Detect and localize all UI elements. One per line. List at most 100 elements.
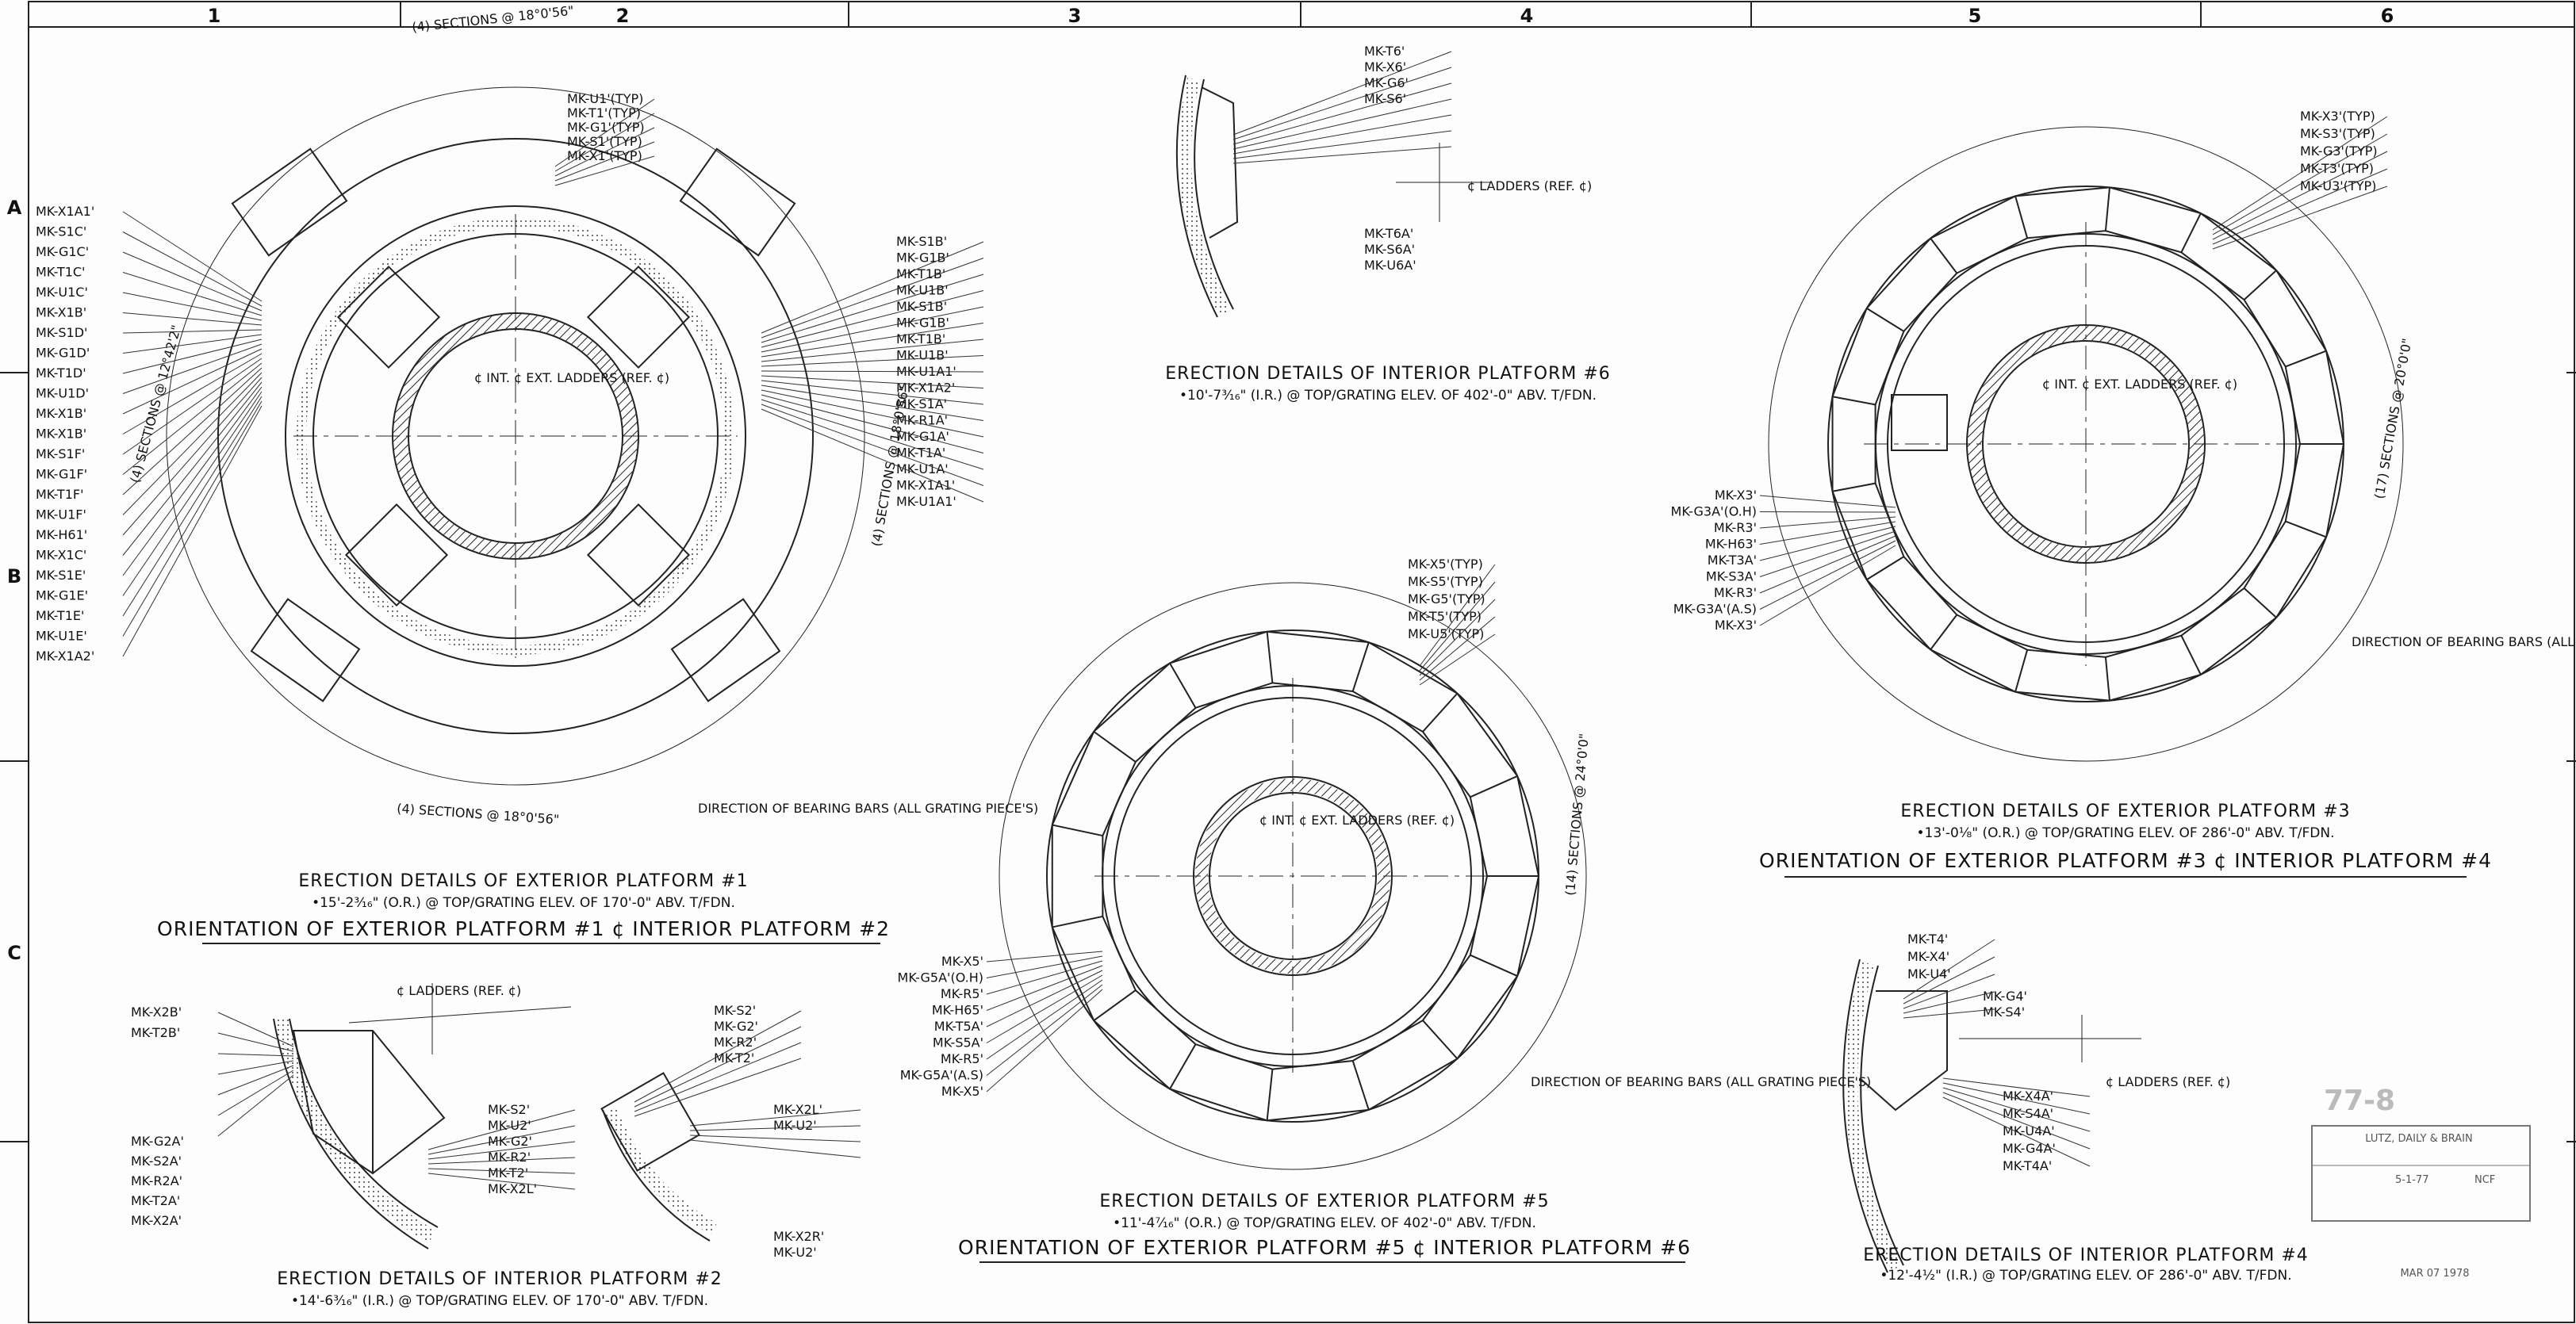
mark-label: MK-U1E' (36, 629, 87, 644)
panel2-marks-mid: MK-S2'MK-U2'MK-G2'MK-R2'MK-T2'MK-X2L' (427, 1102, 576, 1196)
grating-segment-divider (2180, 635, 2202, 675)
leader-line (761, 339, 984, 362)
leader-line (2212, 168, 2388, 245)
mark-label: MK-T2A' (131, 1193, 180, 1208)
leader-line (427, 1141, 576, 1160)
mark-label: MK-T1B' (896, 331, 945, 346)
mark-label: MK-S1B' (896, 234, 947, 249)
grating-outline (1874, 230, 2302, 658)
leader-line (122, 329, 263, 334)
leader-line (217, 1012, 294, 1047)
mark-label: MK-X1A1' (36, 204, 94, 219)
approval-stamp: 77-8 LUTZ, DAILY & BRAIN 5-1-77 NCF MAR … (2311, 1085, 2531, 1280)
panel3-title: ERECTION DETAILS OF EXTERIOR PLATFORM #3 (1900, 802, 2350, 821)
mark-label: MK-R3' (1714, 585, 1757, 600)
leader-line (217, 1032, 294, 1052)
mark-label: MK-U1B' (896, 283, 949, 298)
row-c: C (7, 942, 21, 964)
mark-label: MK-S3'(TYP) (2300, 126, 2375, 141)
mark-label: MK-X3' (1715, 488, 1757, 503)
leader-line (1903, 939, 1995, 1000)
mark-label: MK-U6A' (1364, 258, 1416, 273)
leader-line (761, 380, 984, 405)
panel4-marks-bottom: MK-X4A' MK-S4A' MK-U4A' MK-G4A' MK-T4A' (1942, 1077, 2091, 1173)
leader-line (1419, 581, 1496, 672)
col-4: 4 (1520, 5, 1534, 27)
leader-line (122, 334, 263, 354)
panel3-marks-left: MK-X3'MK-G3A'(O.H)MK-R3'MK-H63'MK-T3A'MK… (1671, 488, 1896, 633)
grating-segment-divider (2243, 270, 2277, 300)
leader-line (1759, 521, 1896, 545)
panel1-subtitle: •15'-2³⁄₁₆" (O.R.) @ TOP/GRATING ELEV. O… (312, 895, 735, 911)
panel5-title: ERECTION DETAILS OF EXTERIOR PLATFORM #5 (1099, 1192, 1549, 1211)
mark-label: MK-T2B' (131, 1025, 180, 1040)
mark-label: MK-X4' (1907, 949, 1949, 964)
mark-label: MK-T5A' (934, 1019, 983, 1034)
mark-label: MK-U1C' (36, 285, 88, 300)
panel4-annotations: MK-T4'MK-X4'MK-U4'MK-G4'MK-S4' MK-X4A'MK… (1863, 932, 2308, 1284)
leader-line (1759, 511, 1896, 513)
grating-segment-divider (1470, 775, 1518, 798)
mark-label: MK-T5'(TYP) (1408, 609, 1482, 624)
stamp-date: 5-1-77 (2395, 1174, 2428, 1186)
leader-line (761, 323, 984, 358)
mark-label: MK-X2L' (488, 1181, 537, 1196)
mark-label: MK-U2' (773, 1245, 817, 1260)
leader-line (1232, 146, 1452, 164)
col-3: 3 (1068, 5, 1082, 27)
mark-label: MK-T1E' (36, 608, 84, 623)
mark-label: MK-U1A' (896, 461, 949, 476)
panel1-center-label: ¢ INT. ¢ EXT. LADDERS (REF. ¢) (474, 370, 669, 385)
exterior-platform-1-drawing (166, 86, 865, 786)
mark-label: MK-X3'(TYP) (2300, 109, 2375, 124)
leader-line (1903, 956, 1995, 1004)
leader-line (122, 362, 263, 475)
exterior-platform-3-drawing (1768, 126, 2404, 762)
mark-label: MK-H65' (932, 1003, 983, 1018)
leader-line (1419, 616, 1496, 681)
mark-label: MK-G5'(TYP) (1408, 591, 1485, 607)
leader-line (761, 290, 984, 348)
panel1-marks-top: MK-U1'(TYP)MK-T1'(TYP)MK-G1'(TYP)MK-S1'(… (554, 91, 655, 186)
stamp-number: 77-8 (2324, 1085, 2395, 1117)
leader-line (761, 258, 984, 339)
leader-line (217, 1065, 294, 1096)
leader-line (986, 974, 1103, 1043)
leader-line (1942, 1077, 2091, 1097)
panel6-ladder-note: ¢ LADDERS (REF. ¢) (1467, 178, 1592, 193)
mark-label: MK-G1B' (896, 316, 949, 331)
grating-segment-divider (1866, 308, 1904, 332)
panel6-marks: MK-T6'MK-X6'MK-G6'MK-S6' MK-T6A'MK-S6A'MK… (1232, 44, 1452, 273)
leader-line (1759, 535, 1896, 594)
mark-label: MK-T6' (1364, 44, 1405, 59)
mark-label: MK-S5A' (933, 1035, 983, 1050)
grating-segment-divider (2180, 212, 2202, 253)
exterior-platform-5-drawing (999, 582, 1587, 1170)
leader-line (761, 370, 984, 373)
leader-line (1942, 1092, 2091, 1150)
leader-line (217, 1060, 294, 1075)
mark-label: MK-X5' (941, 1084, 983, 1099)
leader-line (122, 381, 263, 556)
mark-label: MK-R5' (941, 986, 983, 1001)
mark-label: MK-T4' (1907, 932, 1948, 947)
mark-label: MK-U1'(TYP) (567, 91, 643, 106)
panel6-annotations: MK-T6'MK-X6'MK-G6'MK-S6' MK-T6A'MK-S6A'MK… (1165, 44, 1610, 404)
panel5-center-label: ¢ INT. ¢ EXT. LADDERS (REF. ¢) (1259, 813, 1455, 828)
leader-line (986, 970, 1103, 1027)
mark-label: MK-G1D' (36, 346, 90, 361)
leader-line (1903, 1008, 1995, 1019)
leader-line (217, 1053, 294, 1057)
col-2: 2 (616, 5, 630, 27)
grating-segment-divider (1832, 396, 1876, 406)
leader-line (122, 292, 263, 321)
col-1: 1 (208, 5, 221, 27)
mark-label: MK-X1A2' (36, 649, 94, 664)
leader-line (122, 251, 263, 312)
mark-label: MK-U2' (773, 1118, 817, 1133)
leader-line (761, 274, 984, 343)
leader-line (1759, 540, 1896, 610)
leader-line (122, 391, 263, 596)
mark-label: MK-G2' (714, 1019, 758, 1034)
mark-label: MK-G3A'(A.S) (1673, 602, 1757, 617)
